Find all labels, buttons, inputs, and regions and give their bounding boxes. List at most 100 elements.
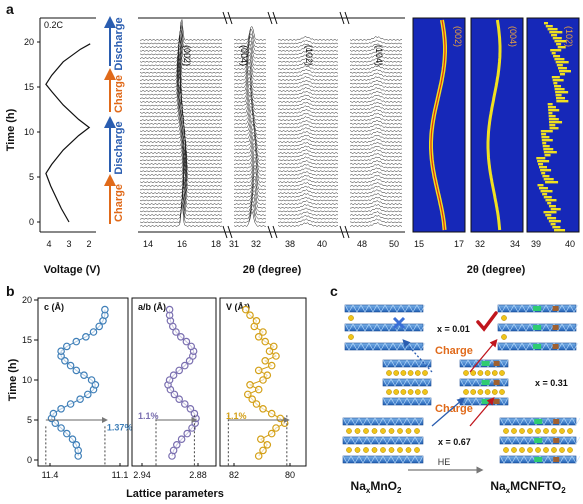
contour-blob (548, 220, 561, 223)
contour-blob (556, 43, 562, 46)
octahedra-edge (507, 455, 517, 464)
na-ion (414, 389, 421, 395)
xrd-pattern-line (349, 105, 403, 111)
octahedra-edge (376, 323, 386, 332)
xrd-pattern-line (277, 120, 339, 125)
contour-blob (540, 169, 552, 172)
octahedra-edge (414, 397, 424, 406)
na-ion (371, 428, 378, 434)
time-tick-label: 5 (29, 172, 34, 182)
xrd-pattern-line (349, 109, 403, 114)
octahedra-edge (569, 342, 579, 351)
charge-label-upper: Charge (435, 345, 473, 357)
xrd-pattern-line (139, 62, 223, 85)
layer-body (342, 436, 424, 445)
layer-slab (344, 304, 426, 313)
octahedra-edge (342, 436, 352, 445)
lattice-point (269, 342, 278, 351)
layer-slab (459, 359, 509, 368)
octahedra-edge (414, 417, 424, 426)
xrd-pattern-line (277, 196, 339, 202)
octahedra-edge (342, 417, 352, 426)
xrd-pattern-line (139, 76, 223, 100)
xrd-pattern-line (349, 200, 403, 206)
lattice-point (63, 429, 71, 438)
contour-blob (537, 160, 550, 163)
xrd-tick-38: 38 (285, 239, 295, 249)
na-ion (354, 428, 361, 434)
xrd-pattern-line (349, 87, 403, 92)
octahedra-edge (571, 455, 581, 464)
lattice-point (177, 435, 186, 444)
lattice-point (246, 380, 254, 389)
xrd-pattern-line (349, 138, 403, 143)
xrd-pattern-line (139, 47, 223, 70)
charge-arrow-right-lower (469, 397, 495, 427)
xrd-pattern-line (233, 156, 267, 173)
xrd-pattern-line (139, 33, 223, 56)
xrd-tick-48: 48 (357, 239, 367, 249)
na-ion (400, 389, 407, 395)
xrd-pattern-line (349, 218, 403, 224)
xrd-pattern-line (277, 185, 339, 191)
xrd-pattern-line (349, 156, 403, 162)
na-ion (559, 428, 565, 434)
xrd-pattern-line (349, 215, 403, 220)
xrd-pattern-line (349, 185, 403, 191)
xrd-pattern-line (349, 196, 403, 202)
lattice-point (261, 356, 270, 365)
check-icon (476, 311, 498, 332)
xrd-pattern-line (349, 222, 403, 227)
xrd-pattern-line (278, 178, 339, 184)
octahedra-edge (467, 359, 477, 368)
voltage-axis-label: Voltage (V) (44, 264, 101, 276)
layer-slab (382, 378, 432, 387)
xrd-pattern-line (233, 65, 267, 81)
xrd-pattern-line (233, 117, 267, 133)
octahedra-edge (360, 342, 370, 351)
octahedra-edge (390, 436, 400, 445)
lattice-point (254, 332, 263, 341)
xrd-pattern-line (233, 131, 267, 147)
octahedra-edge (561, 304, 571, 313)
xrd-pattern-line (140, 101, 223, 125)
octahedra-edge (376, 304, 386, 313)
octahedra-edge (384, 304, 394, 313)
octahedra-edge (352, 323, 362, 332)
na-ion (422, 389, 428, 395)
octahedra-edge (382, 397, 392, 406)
xrd-pattern-line (277, 156, 339, 162)
panel-label-b: b (6, 283, 15, 299)
lattice-subplot: V (Å³) 82 80 1.1% (219, 297, 307, 480)
xrd-tick-14: 14 (143, 239, 153, 249)
xrd-pattern-line (277, 113, 339, 118)
lattice-point (181, 361, 189, 370)
xrd-axis-label: 2θ (degree) (243, 264, 302, 276)
octahedra-edge (515, 417, 525, 426)
lattice-point (186, 404, 195, 413)
na-ion (363, 447, 369, 453)
contour-tick-40: 40 (565, 239, 575, 249)
xrd-pattern-line (139, 120, 223, 143)
xrd-pattern-line (277, 145, 339, 151)
he-label: HE (438, 457, 451, 467)
octahedra-edge (390, 455, 400, 464)
xrd-pattern-line (349, 65, 403, 70)
na-ion (354, 447, 361, 453)
xrd-pattern-line (233, 105, 267, 121)
na-ion (393, 370, 400, 376)
contour-map-002: (002) 15 17 (412, 17, 466, 249)
octahedra-edge (374, 455, 384, 464)
contour-blob (545, 199, 557, 202)
xrd-pattern-line (277, 130, 339, 136)
xrd-pattern-line (139, 157, 223, 180)
lattice-point (244, 390, 252, 399)
contour-blob (542, 175, 550, 178)
xrd-pattern-line (349, 101, 403, 107)
contour-axis-label: 2θ (degree) (467, 264, 526, 276)
xrd-pattern-line (233, 193, 267, 209)
time-tick-label: 10 (24, 127, 34, 137)
contour-peak-002: (002) (453, 26, 463, 47)
na-ion (535, 428, 541, 434)
na-ion (499, 370, 505, 376)
